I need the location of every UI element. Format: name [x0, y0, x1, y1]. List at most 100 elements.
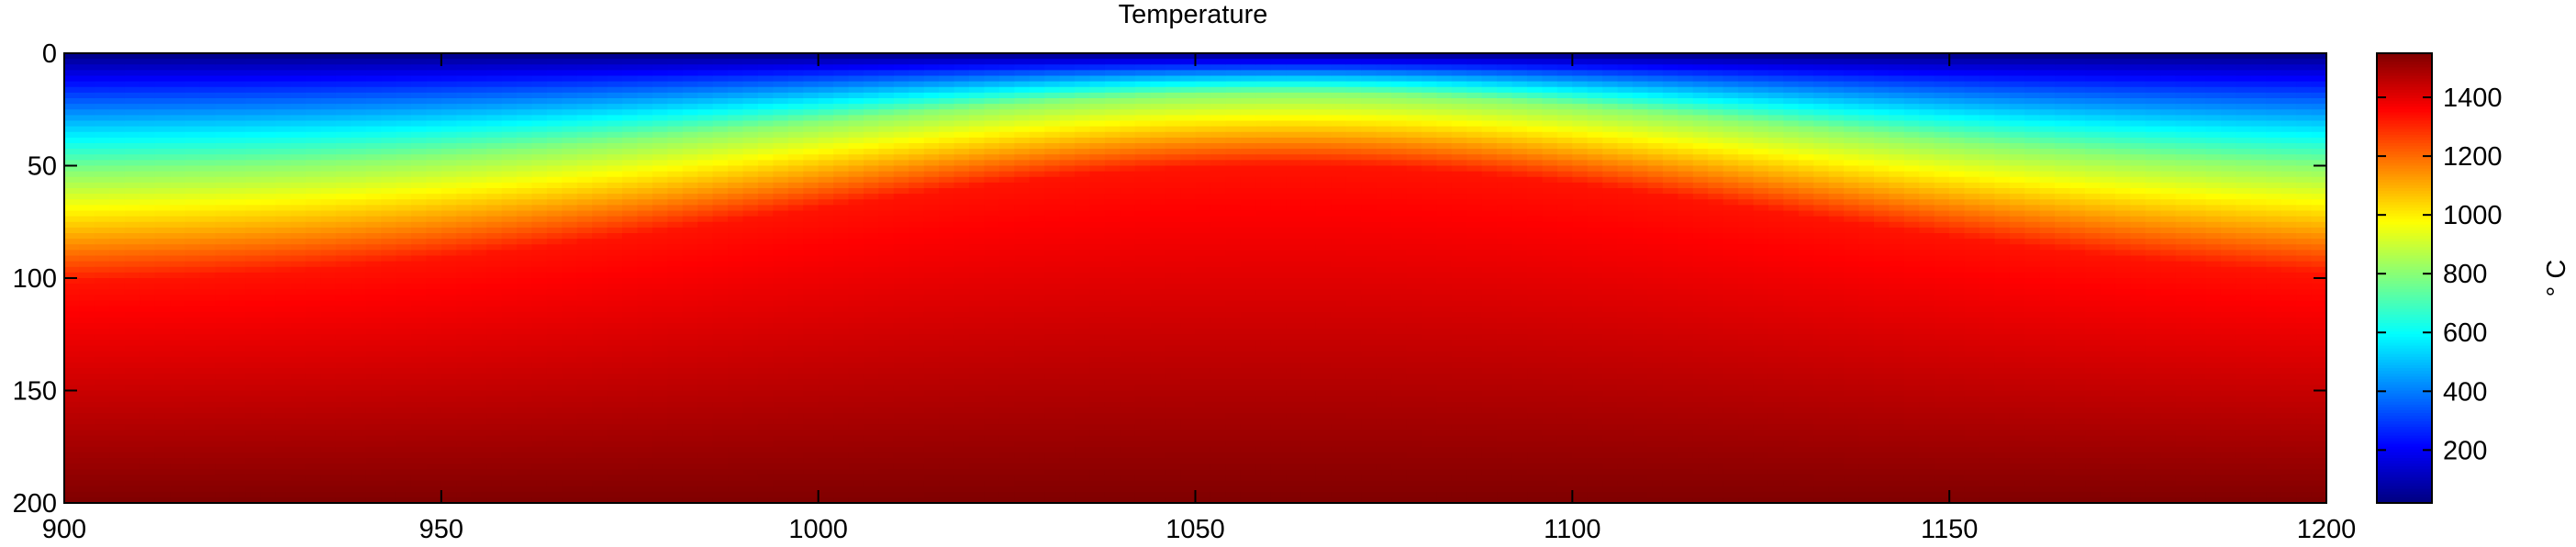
heatmap-cell — [682, 92, 698, 99]
heatmap-cell — [320, 480, 337, 487]
heatmap-cell — [440, 171, 457, 178]
heatmap-cell — [229, 109, 246, 116]
heatmap-cell — [984, 182, 1000, 189]
heatmap-cell — [652, 104, 668, 110]
heatmap-cell — [229, 295, 246, 302]
heatmap-cell — [109, 176, 126, 184]
heatmap-cell — [773, 458, 789, 464]
heatmap-cell — [682, 255, 698, 262]
heatmap-cell — [848, 491, 864, 498]
heatmap-cell — [320, 491, 337, 498]
heatmap-cell — [426, 154, 442, 161]
heatmap-cell — [335, 75, 351, 83]
heatmap-cell — [728, 446, 744, 453]
heatmap-cell — [365, 182, 382, 189]
heatmap-cell — [984, 368, 1000, 374]
heatmap-cell — [682, 289, 698, 296]
heatmap-cell — [365, 205, 382, 212]
heatmap-cell — [682, 109, 698, 116]
heatmap-cell — [562, 165, 578, 173]
heatmap-cell — [260, 413, 276, 419]
heatmap-cell — [712, 81, 729, 88]
heatmap-cell — [426, 385, 442, 392]
heatmap-cell — [742, 250, 759, 257]
heatmap-cell — [682, 295, 698, 302]
heatmap-cell — [818, 137, 834, 144]
heatmap-cell — [863, 244, 879, 251]
heatmap-cell — [64, 300, 81, 307]
heatmap-cell — [592, 278, 608, 285]
heatmap-cell — [939, 284, 955, 290]
heatmap-cell — [64, 120, 81, 128]
heatmap-cell — [728, 284, 744, 290]
heatmap-cell — [440, 70, 457, 77]
heatmap-cell — [757, 317, 774, 324]
heatmap-cell — [818, 154, 834, 161]
heatmap-cell — [305, 109, 321, 116]
heatmap-cell — [546, 59, 563, 65]
heatmap-cell — [184, 272, 201, 279]
heatmap-cell — [245, 171, 262, 178]
heatmap-cell — [787, 300, 804, 307]
heatmap-cell — [893, 497, 909, 504]
heatmap-cell — [969, 70, 986, 77]
heatmap-cell — [773, 374, 789, 380]
heatmap-cell — [803, 154, 820, 161]
heatmap-cell — [863, 278, 879, 285]
heatmap-cell — [109, 474, 126, 482]
heatmap-cell — [939, 64, 955, 71]
heatmap-cell — [803, 205, 820, 212]
heatmap-cell — [576, 491, 593, 498]
heatmap-cell — [969, 120, 986, 128]
heatmap-cell — [984, 356, 1000, 363]
heatmap-cell — [426, 407, 442, 414]
heatmap-cell — [275, 143, 292, 150]
heatmap-cell — [682, 86, 698, 94]
heatmap-cell — [562, 340, 578, 347]
heatmap-cell — [109, 75, 126, 83]
heatmap-cell — [124, 149, 140, 155]
heatmap-cell — [969, 379, 986, 385]
heatmap-cell — [592, 115, 608, 122]
heatmap-cell — [275, 104, 292, 110]
heatmap-cell — [320, 430, 337, 437]
heatmap-cell — [803, 340, 820, 347]
heatmap-cell — [456, 188, 473, 195]
heatmap-cell — [320, 486, 337, 493]
heatmap-cell — [984, 407, 1000, 414]
heatmap-cell — [184, 199, 201, 206]
heatmap-cell — [697, 278, 714, 285]
heatmap-cell — [939, 430, 955, 437]
heatmap-cell — [923, 59, 940, 65]
heatmap-cell — [109, 221, 126, 229]
heatmap-cell — [546, 463, 563, 470]
heatmap-cell — [426, 396, 442, 403]
heatmap-cell — [290, 351, 307, 358]
heatmap-cell — [531, 244, 548, 251]
heatmap-cell — [742, 452, 759, 459]
heatmap-cell — [351, 385, 367, 392]
heatmap-cell — [79, 239, 95, 245]
heatmap-cell — [787, 284, 804, 290]
heatmap-cell — [501, 497, 518, 504]
heatmap-cell — [773, 452, 789, 459]
heatmap-cell — [637, 430, 653, 437]
heatmap-cell — [652, 469, 668, 475]
heatmap-cell — [124, 120, 140, 128]
heatmap-cell — [592, 474, 608, 482]
heatmap-cell — [94, 205, 110, 212]
heatmap-cell — [531, 401, 548, 408]
heatmap-cell — [576, 149, 593, 155]
heatmap-cell — [365, 98, 382, 105]
heatmap-cell — [396, 255, 412, 262]
heatmap-cell — [275, 176, 292, 184]
heatmap-cell — [109, 317, 126, 324]
heatmap-cell — [215, 137, 231, 144]
heatmap-cell — [275, 356, 292, 363]
heatmap-cell — [320, 272, 337, 279]
heatmap-cell — [94, 131, 110, 139]
heatmap-cell — [94, 165, 110, 173]
heatmap-cell — [64, 160, 81, 167]
heatmap-cell — [365, 221, 382, 229]
heatmap-cell — [335, 306, 351, 313]
